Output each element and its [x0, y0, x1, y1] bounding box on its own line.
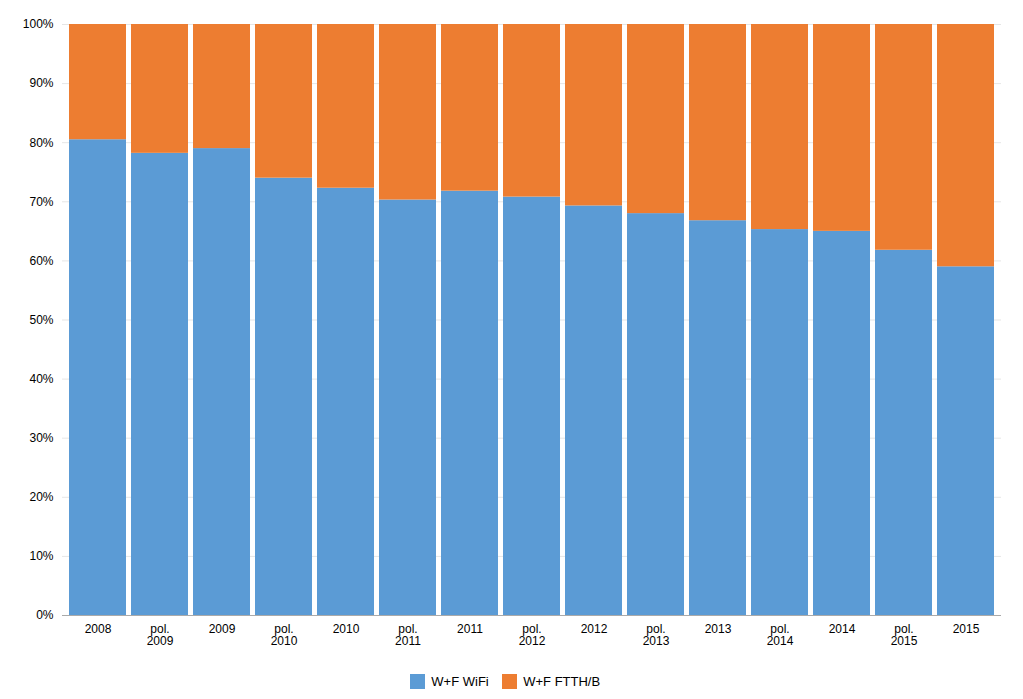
svg-text:90%: 90% [29, 76, 53, 90]
svg-text:pol.2010: pol.2010 [271, 622, 298, 648]
svg-text:80%: 80% [29, 136, 53, 150]
svg-text:pol.2011: pol.2011 [395, 622, 421, 648]
svg-text:0%: 0% [36, 608, 54, 622]
svg-text:2015: 2015 [953, 622, 980, 636]
svg-text:70%: 70% [29, 195, 53, 209]
svg-text:pol.2009: pol.2009 [147, 622, 174, 648]
svg-text:pol.2012: pol.2012 [519, 622, 546, 648]
svg-text:10%: 10% [29, 549, 53, 563]
svg-text:2010: 2010 [333, 622, 360, 636]
svg-text:2014: 2014 [829, 622, 856, 636]
svg-text:100%: 100% [23, 17, 54, 31]
svg-text:2012: 2012 [581, 622, 608, 636]
svg-text:pol.2015: pol.2015 [891, 622, 918, 648]
svg-text:30%: 30% [29, 431, 53, 445]
svg-text:pol.2014: pol.2014 [767, 622, 794, 648]
svg-text:2013: 2013 [705, 622, 732, 636]
svg-text:2011: 2011 [457, 622, 483, 636]
svg-text:50%: 50% [29, 313, 53, 327]
svg-text:2008: 2008 [85, 622, 112, 636]
svg-text:20%: 20% [29, 490, 53, 504]
svg-text:40%: 40% [29, 372, 53, 386]
html-text:W+F FTTH/B: W+F FTTH/B [523, 674, 601, 689]
svg-text:pol.2013: pol.2013 [643, 622, 670, 648]
svg-text:2009: 2009 [209, 622, 236, 636]
svg-text:60%: 60% [29, 254, 53, 268]
html-text:W+F WiFi: W+F WiFi [431, 674, 489, 689]
